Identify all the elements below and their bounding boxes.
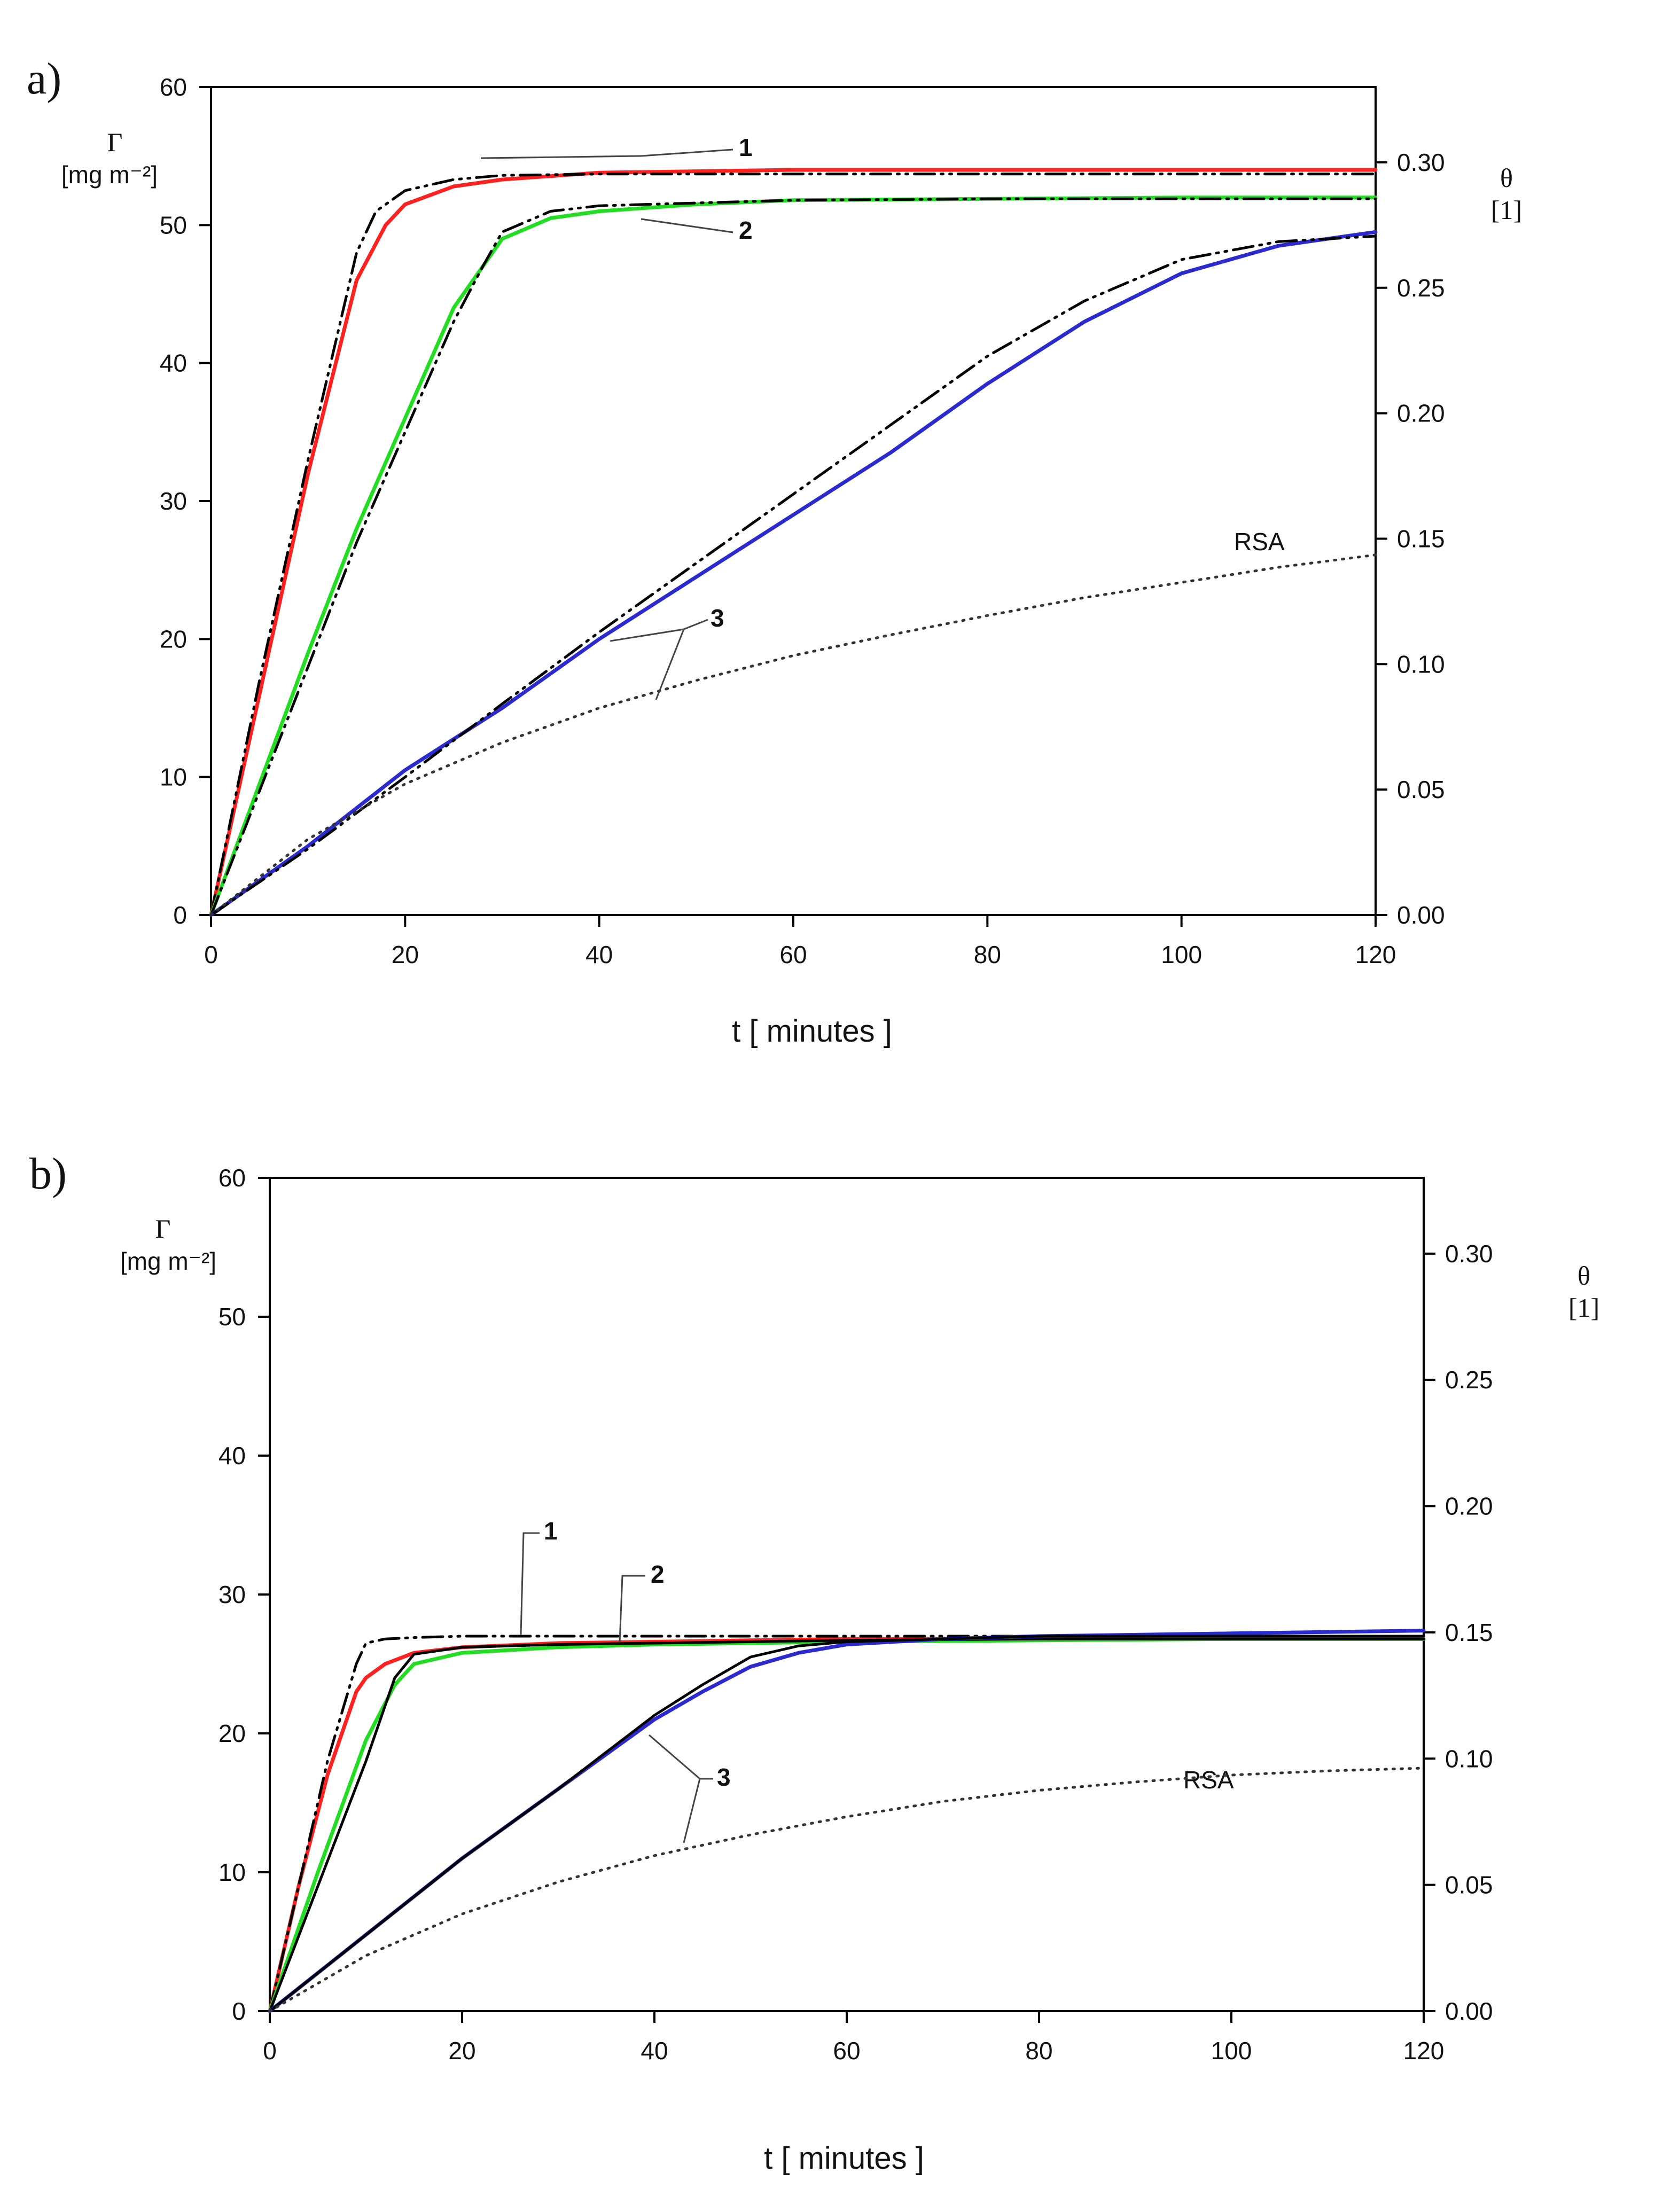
x-tick-label: 100 (1211, 2037, 1252, 2065)
y-tick-label: 0 (232, 1997, 246, 2025)
y2-tick-label: 0.05 (1397, 776, 1445, 803)
curve-label-leader (655, 629, 685, 700)
series-line-1-fit (268, 1635, 1425, 2013)
y-tick-label: 30 (218, 1581, 246, 1608)
x-tick-label: 60 (779, 941, 807, 968)
x-tick-label: 40 (641, 2037, 668, 2065)
series-line-3-fit (209, 235, 1377, 917)
y-axis-symbol: Γ (155, 1214, 171, 1244)
y2-axis-unit: [1] (1491, 195, 1522, 225)
curve-label-leader (520, 1532, 540, 1635)
x-tick-label: 80 (974, 941, 1001, 968)
y2-tick-label: 0.25 (1445, 1366, 1493, 1394)
curve-label-1: 1 (544, 1517, 558, 1545)
y2-tick-label: 0.30 (1397, 148, 1445, 176)
x-axis-title: t [ minutes ] (764, 2141, 924, 2176)
x-tick-label: 120 (1403, 2037, 1445, 2065)
y2-axis-symbol: θ (1578, 1261, 1590, 1291)
y-tick-label: 20 (218, 1719, 246, 1747)
y2-axis-symbol: θ (1500, 163, 1513, 193)
series-line-3 (268, 1629, 1426, 2013)
curve-label-leader (641, 218, 733, 233)
y2-tick-label: 0.20 (1397, 400, 1445, 427)
series-line-1-fit (209, 173, 1377, 917)
curve-label-leader (480, 148, 733, 159)
y2-tick-label: 0.15 (1397, 525, 1445, 552)
series-line-1 (268, 1637, 1426, 2013)
y-tick-label: 0 (173, 901, 187, 929)
y-tick-label: 30 (160, 487, 187, 515)
series-line-2 (268, 1637, 1426, 2013)
x-axis-title: t [ minutes ] (732, 1014, 892, 1049)
curve-label-2: 2 (739, 216, 753, 244)
x-tick-label: 0 (263, 2037, 277, 2065)
y-tick-label: 10 (160, 763, 187, 791)
y-tick-label: 50 (218, 1303, 246, 1331)
plot-frame (269, 1177, 1425, 2012)
panel-a: a) Γ [mg m⁻²] θ [1] t [ minutes ] 1 2 3 … (27, 54, 1522, 1049)
curve-label-3: 3 (711, 604, 724, 632)
curve-label-1: 1 (739, 134, 753, 161)
y-axis-symbol: Γ (107, 127, 123, 157)
y2-tick-label: 0.10 (1445, 1745, 1493, 1772)
y2-tick-label: 0.05 (1445, 1871, 1493, 1899)
panel-letter: a) (27, 54, 61, 104)
y2-tick-label: 0.00 (1397, 901, 1445, 929)
x-tick-label: 80 (1025, 2037, 1052, 2065)
x-tick-label: 20 (392, 941, 419, 968)
y-tick-label: 60 (160, 73, 187, 101)
curve-label-leader (683, 1778, 701, 1843)
y-tick-label: 20 (160, 625, 187, 653)
y-axis-unit: [mg m⁻²] (120, 1247, 216, 1275)
series-line-2-fit (209, 197, 1377, 917)
x-tick-label: 40 (585, 941, 613, 968)
series-line-2 (209, 196, 1378, 917)
y2-tick-label: 0.10 (1397, 650, 1445, 678)
x-tick-label: 60 (833, 2037, 860, 2065)
curve-label-2: 2 (651, 1560, 665, 1588)
y-tick-label: 50 (160, 211, 187, 239)
y-tick-label: 10 (218, 1858, 246, 1886)
x-tick-label: 120 (1355, 941, 1396, 968)
y-tick-label: 60 (218, 1164, 246, 1192)
series-line-3-fit (268, 1635, 1425, 2013)
plot-frame (210, 86, 1377, 916)
y2-axis-unit: [1] (1568, 1293, 1599, 1323)
panel-b: b) Γ [mg m⁻²] θ [1] t [ minutes ] 1 2 3 … (29, 1149, 1599, 2176)
series-line-rsa (209, 553, 1377, 917)
y-tick-label: 40 (218, 1442, 246, 1470)
rsa-label: RSA (1183, 1766, 1234, 1794)
series-line-1 (209, 168, 1378, 917)
series-line-3 (209, 230, 1378, 917)
y2-tick-label: 0.30 (1445, 1240, 1493, 1268)
y2-tick-label: 0.25 (1397, 274, 1445, 302)
x-tick-label: 20 (448, 2037, 475, 2065)
series-line-2-fit (268, 1637, 1425, 2013)
x-tick-label: 0 (204, 941, 218, 968)
y2-tick-label: 0.20 (1445, 1492, 1493, 1520)
y-tick-label: 40 (160, 349, 187, 377)
curve-label-leader (649, 1734, 713, 1780)
y-axis-unit: [mg m⁻²] (61, 161, 158, 189)
y2-tick-label: 0.00 (1445, 1997, 1493, 2025)
series-line-rsa (268, 1767, 1425, 2013)
rsa-label: RSA (1234, 528, 1285, 556)
curve-label-leader (619, 1575, 645, 1643)
curve-label-3: 3 (717, 1763, 731, 1791)
y2-tick-label: 0.15 (1445, 1619, 1493, 1646)
x-tick-label: 100 (1161, 941, 1202, 968)
panel-letter: b) (29, 1149, 67, 1199)
